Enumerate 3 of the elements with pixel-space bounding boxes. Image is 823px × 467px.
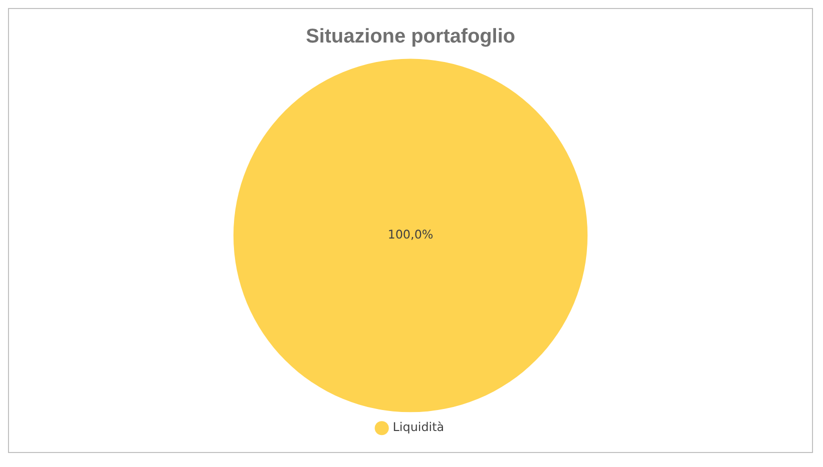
- chart-title: Situazione portafoglio: [306, 25, 516, 48]
- data-label: 100,0%: [388, 228, 434, 242]
- legend-label: Liquidità: [392, 420, 444, 434]
